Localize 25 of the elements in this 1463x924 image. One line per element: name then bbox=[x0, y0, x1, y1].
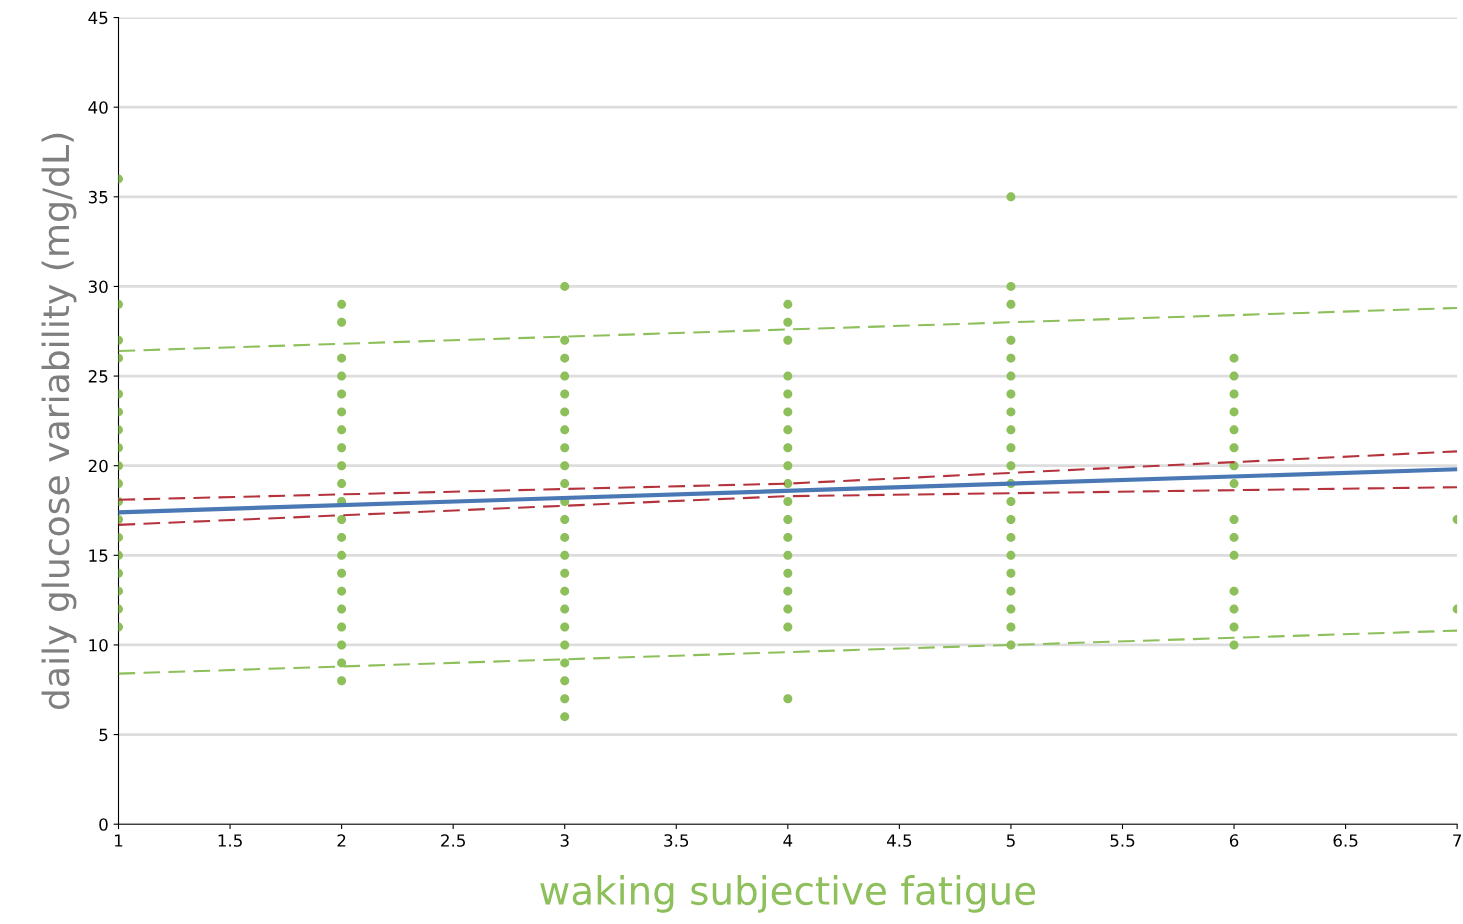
x-tick-label: 2.5 bbox=[441, 834, 465, 847]
x-tick-label: 1.5 bbox=[218, 834, 242, 847]
y-tick-label: 45 bbox=[88, 11, 108, 25]
y-tick-label: 25 bbox=[88, 370, 108, 383]
x-tick-label: 4 bbox=[783, 834, 793, 847]
x-tick-label: 6 bbox=[1229, 834, 1239, 847]
y-tick-label: 35 bbox=[88, 190, 108, 204]
x-axis-title: waking subjective fatigue bbox=[540, 875, 1036, 913]
x-tick-label: 7 bbox=[1453, 834, 1462, 847]
y-tick-label: 20 bbox=[88, 459, 108, 473]
x-tick-label: 3.5 bbox=[664, 834, 689, 847]
x-tick-label: 5 bbox=[1006, 834, 1015, 847]
y-tick-label: 40 bbox=[88, 101, 108, 114]
x-tick-label: 4.5 bbox=[886, 834, 912, 847]
x-tick-label: 3 bbox=[560, 834, 569, 847]
x-tick-label: 5.5 bbox=[1110, 834, 1135, 847]
y-tick-label: 0 bbox=[99, 818, 108, 831]
x-tick-label: 1 bbox=[115, 834, 123, 847]
y-axis-title: daily glucose variability (mg/dL) bbox=[41, 133, 77, 710]
y-tick-label: 15 bbox=[89, 549, 108, 562]
y-tick-label: 5 bbox=[99, 728, 108, 742]
x-tick-label: 2 bbox=[337, 834, 346, 847]
x-tick-label: 6.5 bbox=[1333, 834, 1358, 847]
y-tick-label: 30 bbox=[88, 280, 108, 294]
y-tick-label: 10 bbox=[89, 638, 108, 652]
